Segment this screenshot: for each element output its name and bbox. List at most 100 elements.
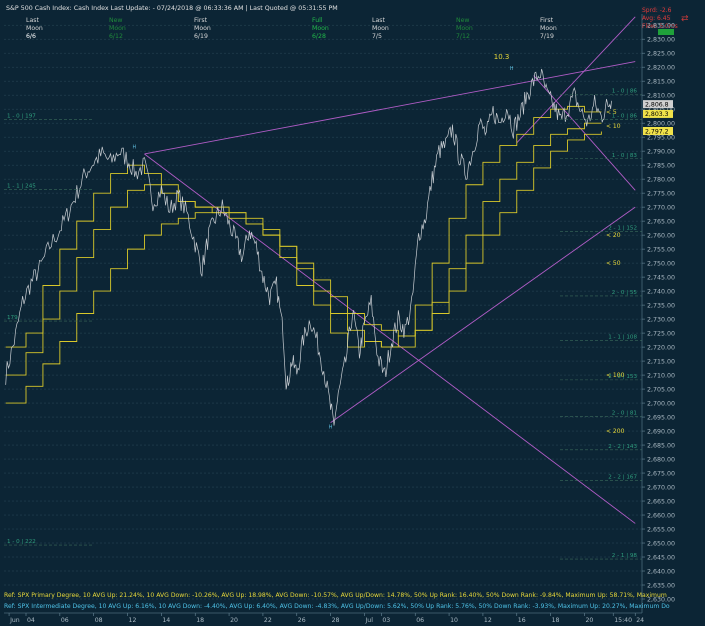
x-tick-label-10: 28 <box>332 617 340 624</box>
y-tick-label-2675: 2,675.00 <box>647 470 675 477</box>
y-tick-label-2795: 2,795.00 <box>647 134 675 141</box>
x-axis: Jun 04 06 08 12 14 18 20 22 26 28 Jul 03 06 10 12 16 18 20… <box>4 612 644 624</box>
y-axis: 2,630.00 2,635.00 2,640.00 2,645.00 2,650.00… <box>641 14 675 613</box>
x-tick-label-3: 08 <box>95 617 103 624</box>
cycle-label-5: 1 - 0 | 86 <box>612 114 638 120</box>
y-tick-label-2750: 2,750.00 <box>647 260 675 267</box>
moving-average-ma-10 <box>5 122 602 376</box>
x-tick-label-17: 18 <box>552 617 560 624</box>
y-tick-label-2835: 2,835.00 <box>647 22 675 29</box>
stats-footer: Ref: SPX Primary Degree, 10 AVG Up: 21.2… <box>4 592 670 610</box>
x-tick-label-8: 22 <box>264 617 272 624</box>
swap-icon[interactable]: ⇄ <box>681 14 689 24</box>
x-tick-label-0: Jun <box>9 617 20 624</box>
price-tag-bg-1 <box>643 109 673 118</box>
moon-phase-sub-0: Moon <box>26 25 43 32</box>
annotation-0: 10.3 <box>494 53 510 61</box>
moon-phase-label-4: Last <box>372 17 385 24</box>
price-tag-bg-0 <box>643 100 673 109</box>
ma-label-0: < 5 <box>606 109 617 116</box>
moon-phase-sub-3: Moon <box>312 25 329 32</box>
y-tick-label-2685: 2,685.00 <box>647 442 675 449</box>
moon-phase-date-4: 7/5 <box>372 33 382 40</box>
x-tick-label-9: 26 <box>298 617 306 624</box>
moon-phase-sub-2: Moon <box>194 25 211 32</box>
footer-line-0: Ref: SPX Primary Degree, 10 AVG Up: 21.2… <box>4 592 667 599</box>
moon-phase-label-2: First <box>194 17 208 24</box>
cycle-label-6: 1 - 0 | 83 <box>612 153 638 159</box>
cycle-label-14: 2 - 1 | 98 <box>612 553 638 559</box>
x-tick-label-7: 20 <box>230 617 238 624</box>
moving-average-ma-5 <box>5 105 602 348</box>
trendline-descending-line-2 <box>533 75 636 191</box>
x-tick-label-1: 04 <box>27 617 35 624</box>
moon-phase-sub-4: Moon <box>372 25 389 32</box>
y-tick-label-2810: 2,810.00 <box>647 92 675 99</box>
moving-average-ma-20 <box>5 131 602 404</box>
y-tick-label-2705: 2,705.00 <box>647 386 675 393</box>
price-tag-2: 2,797.2 <box>645 128 669 135</box>
y-tick-label-2680: 2,680.00 <box>647 456 675 463</box>
trendlines <box>144 16 636 524</box>
y-tick-label-2765: 2,765.00 <box>647 218 675 225</box>
annotation-3: H <box>329 424 333 430</box>
ma-label-2: < 20 <box>606 232 621 239</box>
moon-phase-label-6: First <box>540 17 554 24</box>
x-tick-label-16: 16 <box>518 617 526 624</box>
y-tick-label-2770: 2,770.00 <box>647 204 675 211</box>
y-tick-label-2660: 2,660.00 <box>647 512 675 519</box>
y-tick-label-2645: 2,645.00 <box>647 554 675 561</box>
cycle-label-2: 1 - 0 | 222 <box>7 539 36 545</box>
y-tick-label-2830: 2,830.00 <box>647 36 675 43</box>
x-tick-label-14: 10 <box>450 617 458 624</box>
y-tick-label-2745: 2,745.00 <box>647 274 675 281</box>
spread-tag-bg-2 <box>641 22 671 29</box>
annotation-2: H <box>510 66 514 72</box>
cycle-label-3: 179 <box>7 315 18 321</box>
chart-header: S&P 500 Cash Index: Cash Index Last Upda… <box>6 4 338 12</box>
moving-averages <box>5 105 602 404</box>
price-tags: 2,806.8 2,803.3 2,797.2 <box>643 100 673 135</box>
trendline-descending-line-1 <box>144 153 636 524</box>
flow-swatch <box>658 29 674 35</box>
cycle-label-9: 1 - 1 | 108 <box>608 335 637 341</box>
x-tick-label-11: Jul <box>364 617 373 624</box>
trendline-upper-channel <box>144 61 636 155</box>
y-tick-label-2780: 2,780.00 <box>647 176 675 183</box>
moon-phase-date-6: 7/19 <box>540 33 554 40</box>
moon-phase-sub-6: Moon <box>540 25 557 32</box>
price-tag-0: 2,806.8 <box>645 101 669 108</box>
cycle-label-10: 2 - 0 | 153 <box>608 374 637 380</box>
y-tick-label-2665: 2,665.00 <box>647 498 675 505</box>
ma-label-4: < 100 <box>606 372 625 379</box>
ma-label-5: < 200 <box>606 428 625 435</box>
moon-phase-date-0: 6/6 <box>26 33 36 40</box>
y-tick-label-2785: 2,785.00 <box>647 162 675 169</box>
x-tick-label-13: 06 <box>416 617 424 624</box>
annotation-1: H <box>133 144 137 150</box>
cycle-label-12: 2 - 2 | 143 <box>608 444 637 450</box>
spread-tag-bg-1 <box>641 14 671 21</box>
moon-phase-sub-1: Moon <box>109 25 126 32</box>
cycle-labels: 1 - 0 | 197 1 - 1 | 245 1 - 0 | 222 179 1 - … <box>4 88 642 560</box>
x-tick-label-6: 18 <box>196 617 204 624</box>
trendline-rising-steep <box>516 16 636 144</box>
cycle-label-8: 2 - 0 | 55 <box>612 290 638 296</box>
price-series <box>5 68 612 426</box>
spread-tag-0: Sprd: -2.6 <box>642 7 672 14</box>
y-tick-label-2655: 2,655.00 <box>647 526 675 533</box>
y-tick-label-2815: 2,815.00 <box>647 78 675 85</box>
spread-tag-2: Flow: 5.0ms <box>642 23 678 30</box>
cycle-label-1: 1 - 1 | 245 <box>7 184 36 190</box>
moon-phase-row: LastMoon6/6NewMoon6/12FirstMoon6/19FullM… <box>26 17 557 40</box>
y-tick-label-2800: 2,800.00 <box>647 120 675 127</box>
y-tick-label-2630: 2,630.00 <box>647 596 675 603</box>
y-tick-label-2755: 2,755.00 <box>647 246 675 253</box>
y-tick-label-2695: 2,695.00 <box>647 414 675 421</box>
y-tick-label-2730: 2,730.00 <box>647 316 675 323</box>
y-tick-label-2775: 2,775.00 <box>647 190 675 197</box>
moon-phase-date-5: 7/12 <box>456 33 470 40</box>
y-tick-label-2635: 2,635.00 <box>647 582 675 589</box>
